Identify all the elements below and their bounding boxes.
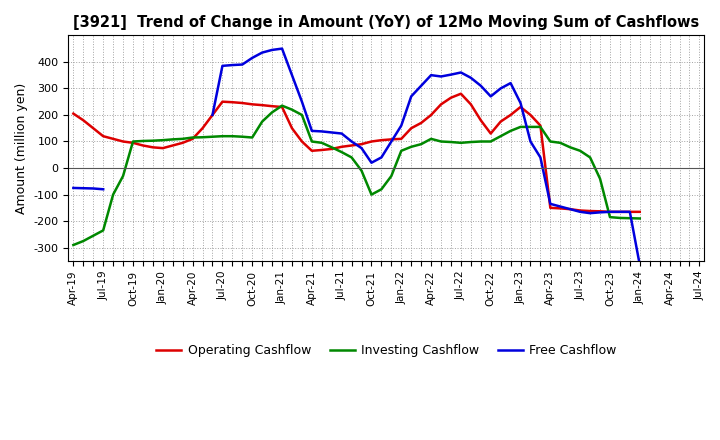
Investing Cashflow [616, 215, 624, 220]
Investing Cashflow [69, 242, 78, 248]
Line: Operating Cashflow: Operating Cashflow [73, 94, 640, 212]
Investing Cashflow [556, 140, 564, 146]
Investing Cashflow [278, 103, 287, 108]
Operating Cashflow [556, 206, 564, 211]
Investing Cashflow [496, 134, 505, 139]
Investing Cashflow [636, 216, 644, 221]
Operating Cashflow [208, 112, 217, 117]
Operating Cashflow [496, 119, 505, 124]
Free Cashflow [79, 186, 88, 191]
Operating Cashflow [198, 125, 207, 131]
Line: Investing Cashflow: Investing Cashflow [73, 106, 640, 245]
Investing Cashflow [198, 135, 207, 140]
Operating Cashflow [616, 209, 624, 214]
Investing Cashflow [208, 134, 217, 139]
Legend: Operating Cashflow, Investing Cashflow, Free Cashflow: Operating Cashflow, Investing Cashflow, … [151, 339, 621, 363]
Free Cashflow [69, 185, 78, 191]
Y-axis label: Amount (million yen): Amount (million yen) [15, 83, 28, 214]
Operating Cashflow [69, 111, 78, 116]
Operating Cashflow [606, 209, 614, 214]
Free Cashflow [99, 187, 107, 192]
Operating Cashflow [636, 209, 644, 214]
Operating Cashflow [446, 95, 455, 100]
Line: Free Cashflow: Free Cashflow [73, 188, 103, 189]
Operating Cashflow [456, 91, 465, 96]
Investing Cashflow [456, 140, 465, 146]
Title: [3921]  Trend of Change in Amount (YoY) of 12Mo Moving Sum of Cashflows: [3921] Trend of Change in Amount (YoY) o… [73, 15, 700, 30]
Free Cashflow [89, 186, 98, 191]
